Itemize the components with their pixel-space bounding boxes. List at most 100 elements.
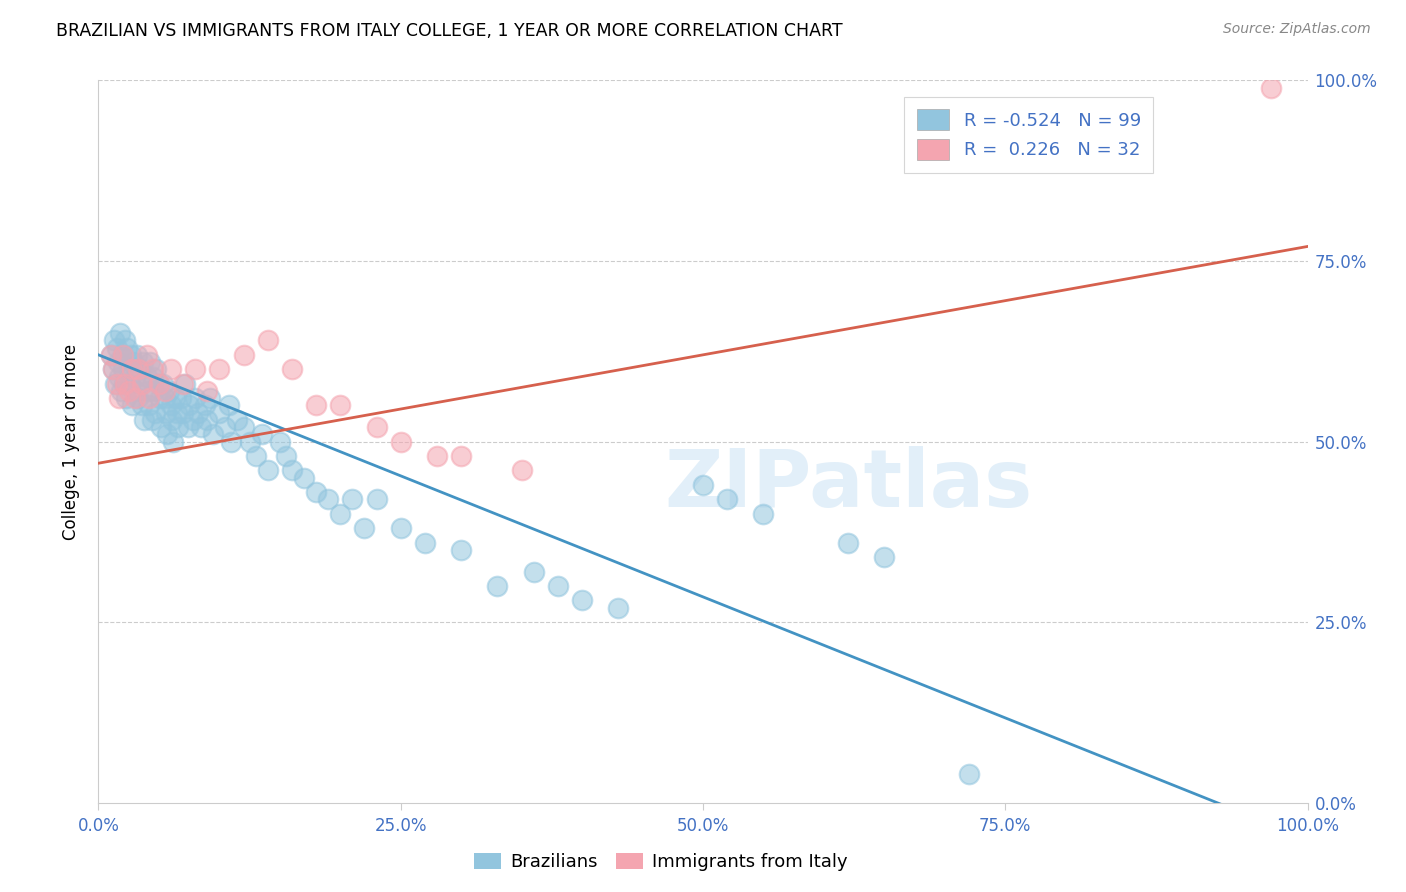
Point (105, 341, 128, 355)
Point (136, 384, 159, 398)
Point (127, 348, 149, 362)
Point (117, 341, 139, 355)
Point (110, 384, 132, 398)
Y-axis label: College, 1 year or more: College, 1 year or more (62, 343, 80, 540)
Point (122, 355, 145, 369)
Point (198, 391, 221, 405)
Point (450, 449, 472, 463)
Point (226, 413, 249, 427)
Point (153, 384, 176, 398)
Point (155, 406, 177, 420)
Point (105, 376, 128, 391)
Point (125, 384, 148, 398)
Point (353, 521, 375, 535)
Point (100, 348, 122, 362)
Point (104, 376, 127, 391)
Point (187, 406, 209, 420)
Point (218, 398, 240, 412)
Point (134, 413, 156, 427)
Point (269, 434, 291, 449)
Point (160, 398, 183, 412)
Point (128, 362, 150, 376)
Point (143, 406, 166, 420)
Point (426, 449, 449, 463)
Point (837, 535, 859, 549)
Point (329, 507, 352, 521)
Point (108, 326, 131, 340)
Point (194, 398, 217, 412)
Point (150, 420, 173, 434)
Point (510, 463, 533, 477)
Point (413, 535, 436, 549)
Point (184, 391, 207, 405)
Point (114, 334, 136, 348)
Point (131, 398, 153, 412)
Point (450, 542, 472, 557)
Point (292, 470, 315, 484)
Point (195, 384, 218, 398)
Point (239, 434, 262, 449)
Point (115, 391, 138, 405)
Point (167, 420, 190, 434)
Point (232, 420, 254, 434)
Point (281, 463, 304, 477)
Point (389, 434, 412, 449)
Point (100, 348, 122, 362)
Point (305, 398, 328, 412)
Point (166, 406, 188, 420)
Point (135, 369, 157, 384)
Point (121, 362, 143, 376)
Point (389, 521, 412, 535)
Point (132, 355, 155, 369)
Point (366, 420, 388, 434)
Point (172, 376, 194, 391)
Point (139, 355, 162, 369)
Point (157, 384, 180, 398)
Point (214, 420, 236, 434)
Point (486, 579, 509, 593)
Point (571, 593, 593, 607)
Point (138, 398, 160, 412)
Point (160, 413, 183, 427)
Point (142, 369, 165, 384)
Point (103, 334, 125, 348)
Point (111, 348, 134, 362)
Point (366, 492, 388, 507)
Point (169, 391, 191, 405)
Point (127, 391, 149, 405)
Point (152, 376, 174, 391)
Point (329, 398, 352, 412)
Point (692, 478, 714, 492)
Point (305, 485, 328, 500)
Point (127, 362, 149, 376)
Point (190, 420, 212, 434)
Point (221, 434, 243, 449)
Point (523, 565, 546, 579)
Legend: R = -0.524   N = 99, R =  0.226   N = 32: R = -0.524 N = 99, R = 0.226 N = 32 (904, 96, 1153, 172)
Point (245, 449, 267, 463)
Point (172, 406, 194, 420)
Point (177, 420, 200, 434)
Point (114, 376, 136, 391)
Point (256, 334, 278, 348)
Point (129, 376, 152, 391)
Legend: Brazilians, Immigrants from Italy: Brazilians, Immigrants from Italy (467, 846, 855, 879)
Point (141, 413, 163, 427)
Point (281, 362, 304, 376)
Point (316, 492, 339, 507)
Point (179, 398, 201, 412)
Point (149, 391, 172, 405)
Point (547, 579, 569, 593)
Point (148, 376, 170, 391)
Point (138, 391, 160, 405)
Point (112, 376, 135, 391)
Point (873, 550, 896, 565)
Point (142, 362, 165, 376)
Point (101, 362, 124, 376)
Point (957, 767, 980, 781)
Point (118, 376, 141, 391)
Point (108, 369, 131, 384)
Text: Source: ZipAtlas.com: Source: ZipAtlas.com (1223, 22, 1371, 37)
Point (181, 413, 204, 427)
Point (118, 362, 141, 376)
